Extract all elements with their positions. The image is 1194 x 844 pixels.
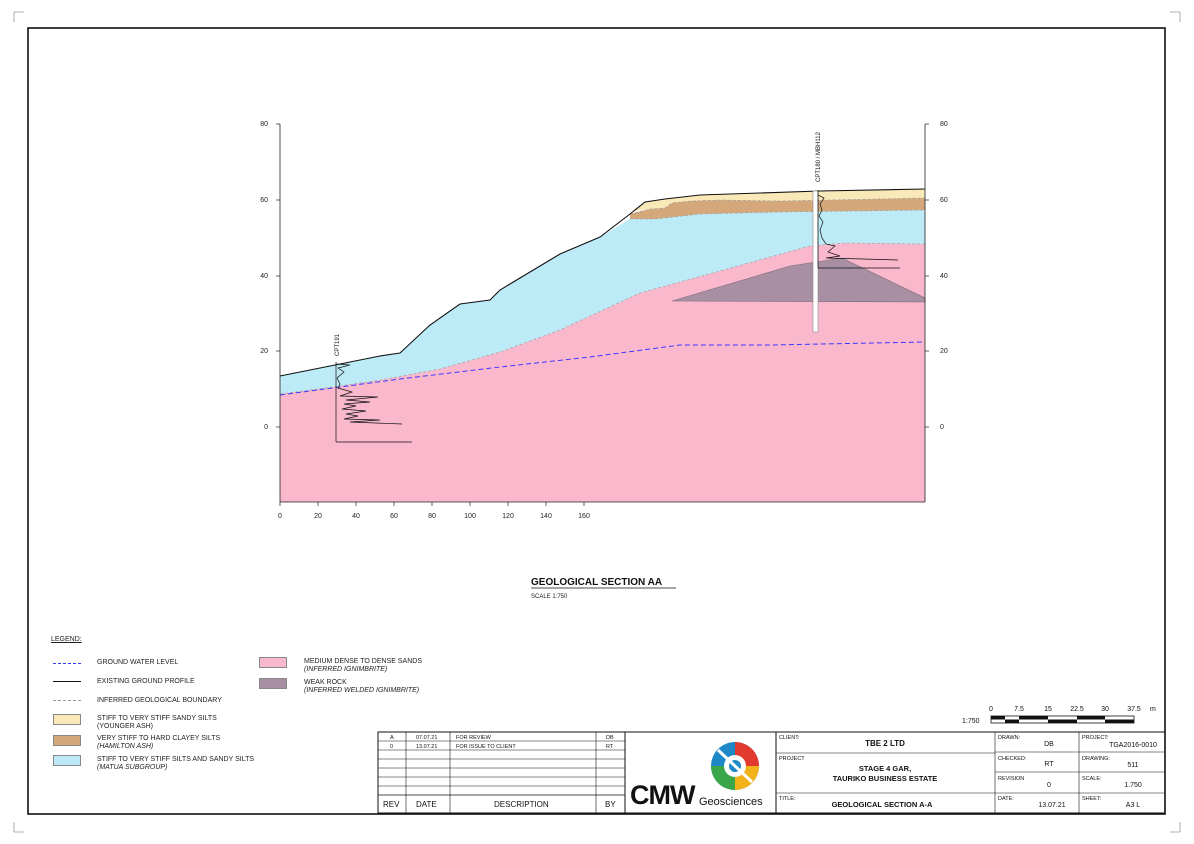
sheet-border: [27, 27, 1166, 815]
y-tick-label-right: 80: [940, 121, 948, 128]
rev-row-2-by: RT: [606, 744, 614, 750]
hamilton-ash-layer: [630, 198, 925, 219]
y-tick-label-right: 60: [940, 197, 948, 204]
weak-rock-layer: [671, 257, 926, 303]
scale-bar-tick-label: 30: [1101, 706, 1109, 713]
client-label: CLIENT:: [779, 735, 800, 741]
rev-row-1-rev: A: [390, 735, 394, 741]
y-tick-label-right: 0: [940, 424, 944, 431]
ignimbrite-layer: [280, 243, 925, 502]
cpt180-trace: [812, 190, 900, 333]
rev-row-2-date: 13.07.21: [416, 744, 437, 750]
inferred-boundaries: [279, 197, 926, 395]
project-line-2: TAURIKO BUSINESS ESTATE: [833, 774, 938, 783]
checked-label: CHECKED:: [998, 756, 1027, 762]
scale-bar-tick-label: 15: [1044, 706, 1052, 713]
drawing-label: DRAWING:: [1082, 756, 1110, 762]
x-tick-label: 20: [314, 513, 322, 520]
project-no-value: TGA2016-0010: [1109, 742, 1157, 749]
scale-value: 1.750: [1124, 782, 1142, 789]
revision-table: [377, 731, 626, 814]
ground-profile-line: [279, 188, 926, 377]
y-tick-label-left: 20: [260, 348, 268, 355]
section-scale-note: SCALE 1:750: [531, 594, 568, 600]
scale-bar-tick-label: 22.5: [1070, 706, 1084, 713]
date-label: DATE:: [998, 796, 1014, 802]
sheet-value: A3 L: [1126, 802, 1141, 809]
x-tick-label: 120: [502, 513, 514, 520]
scale-label: SCALE:: [1082, 776, 1102, 782]
scale-bar-tick-label: 37.5: [1127, 706, 1141, 713]
rev-header-date: DATE: [416, 800, 437, 809]
cpt180-label: CPT180 / MBH112: [816, 131, 822, 182]
sheet-label: SHEET:: [1082, 796, 1102, 802]
x-ticks: 0 20 40 60 80 100 120 140 160: [278, 502, 590, 520]
cmw-logo: CMW Geosciences: [624, 731, 777, 814]
cpt191-label: CPT191: [335, 333, 341, 356]
y-tick-label-right: 20: [940, 348, 948, 355]
scale-bar-tick-label: 0: [989, 706, 993, 713]
rev-row-1-by: DB: [606, 735, 614, 741]
project-label: PROJECT: [779, 756, 805, 762]
title-value: GEOLOGICAL SECTION A-A: [832, 800, 933, 809]
revision-value: 0: [1047, 782, 1051, 789]
cpt191-trace: [335, 362, 412, 443]
logo-text-cmw: CMW: [630, 780, 696, 810]
y-tick-label-right: 40: [940, 273, 948, 280]
y-tick-label-left: 40: [260, 273, 268, 280]
revision-label: REVISION: [998, 776, 1024, 782]
scale-bar-unit: m: [1150, 706, 1156, 713]
x-tick-label: 80: [428, 513, 436, 520]
date-value: 13.07.21: [1038, 802, 1065, 809]
matua-layer: [280, 210, 925, 394]
project-line-1: STAGE 4 GAR,: [859, 764, 911, 773]
client-value: TBE 2 LTD: [865, 739, 905, 748]
y-tick-label-left: 0: [264, 424, 268, 431]
x-tick-label: 100: [464, 513, 476, 520]
scale-bar-ratio: 1:750: [962, 718, 980, 725]
x-tick-label: 0: [278, 513, 282, 520]
x-tick-label: 160: [578, 513, 590, 520]
checked-value: RT: [1044, 761, 1054, 768]
drawn-label: DRAWN:: [998, 735, 1021, 741]
x-tick-label: 40: [352, 513, 360, 520]
x-tick-label: 140: [540, 513, 552, 520]
y-ticks-left: 80 60 40 20 0: [260, 121, 280, 431]
title-block: [775, 731, 1166, 814]
geological-section: 80 60 40 20 0 80 60 40 20 0 0 20 40 60 80 100 120 140 16…: [260, 121, 948, 600]
y-tick-label-left: 80: [260, 121, 268, 128]
globe-icon: [711, 742, 759, 790]
rev-header-rev: REV: [383, 800, 400, 809]
title-label: TITLE:: [779, 796, 796, 802]
project-no-label: PROJECT:: [1082, 735, 1109, 741]
y-tick-label-left: 60: [260, 197, 268, 204]
ground-water-line: [279, 341, 926, 396]
logo-text-geosciences: Geosciences: [699, 796, 763, 808]
y-ticks-right: 80 60 40 20 0: [925, 121, 948, 431]
drawing-value: 511: [1127, 762, 1138, 769]
rev-row-1-date: 07.07.21: [416, 735, 437, 741]
scale-bar-tick-label: 7.5: [1014, 706, 1024, 713]
rev-row-2-description: FOR ISSUE TO CLIENT: [456, 744, 516, 750]
drawn-value: DB: [1044, 741, 1054, 748]
rev-row-2-rev: 0: [390, 744, 393, 750]
younger-ash-layer: [632, 189, 925, 211]
rev-header-by: BY: [605, 800, 616, 809]
rev-header-description: DESCRIPTION: [494, 800, 549, 809]
rev-row-1-description: FOR REVIEW: [456, 735, 492, 741]
x-tick-label: 60: [390, 513, 398, 520]
crop-marks: [13, 11, 1181, 833]
scale-bar: 1:750 0 7.5 15 22.5 30 37.5 m: [962, 706, 1156, 725]
section-title: GEOLOGICAL SECTION AA: [531, 577, 662, 588]
